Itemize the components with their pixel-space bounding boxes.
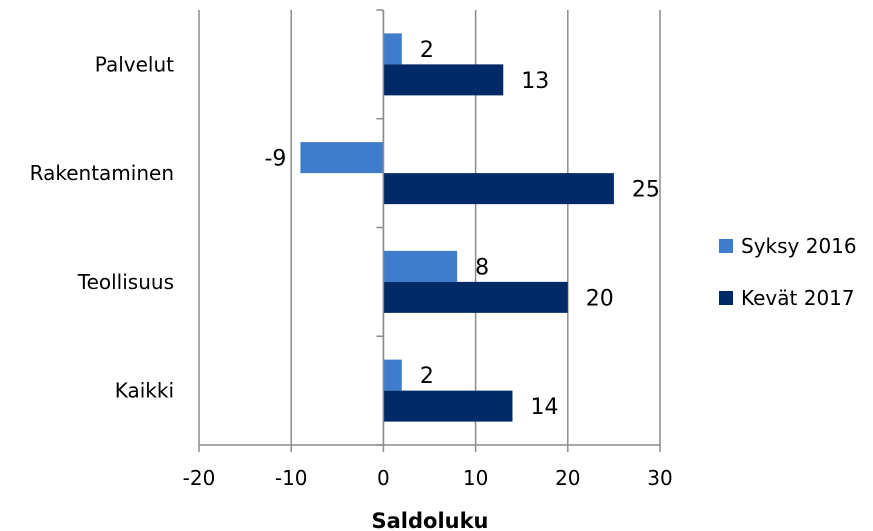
bar-kevat-2017 (383, 390, 513, 422)
legend-swatch (719, 291, 733, 305)
bar-kevat-2017 (383, 173, 614, 205)
bar-syksy-2016 (383, 33, 402, 65)
bar-kevat-2017 (383, 281, 568, 313)
data-label: 2 (420, 38, 434, 63)
data-label: 25 (632, 178, 660, 203)
axes (198, 9, 661, 452)
bars (300, 33, 614, 422)
data-label: 8 (475, 255, 489, 280)
category-label: Teollisuus (77, 270, 174, 294)
x-axis-title: Saldoluku (371, 509, 488, 531)
x-tick-label: 0 (377, 466, 390, 490)
legend-label: Syksy 2016 (741, 234, 857, 258)
tick-labels: -20 -10 0 10 20 30 (183, 466, 673, 490)
data-label: 14 (530, 395, 558, 420)
data-labels: 2 13 -9 25 8 20 2 14 (264, 38, 659, 420)
data-label: -9 (264, 147, 286, 172)
data-label: 20 (586, 286, 614, 311)
x-tick-label: -20 (183, 466, 216, 490)
category-label: Rakentaminen (30, 161, 174, 185)
bar-syksy-2016 (383, 359, 402, 391)
legend-swatch (719, 239, 733, 253)
legend-label: Kevät 2017 (741, 286, 855, 310)
bar-syksy-2016 (383, 250, 458, 282)
x-tick-label: -10 (275, 466, 308, 490)
x-tick-label: 20 (555, 466, 580, 490)
x-tick-label: 30 (647, 466, 672, 490)
data-label: 2 (420, 364, 434, 389)
x-tick-label: 10 (463, 466, 488, 490)
category-label: Palvelut (95, 52, 174, 76)
bar-kevat-2017 (383, 64, 504, 96)
category-label: Kaikki (115, 379, 174, 403)
category-labels: Palvelut Rakentaminen Teollisuus Kaikki (30, 52, 175, 402)
data-label: 13 (521, 69, 549, 94)
legend: Syksy 2016 Kevät 2017 (719, 234, 857, 310)
bar-syksy-2016 (300, 142, 384, 174)
